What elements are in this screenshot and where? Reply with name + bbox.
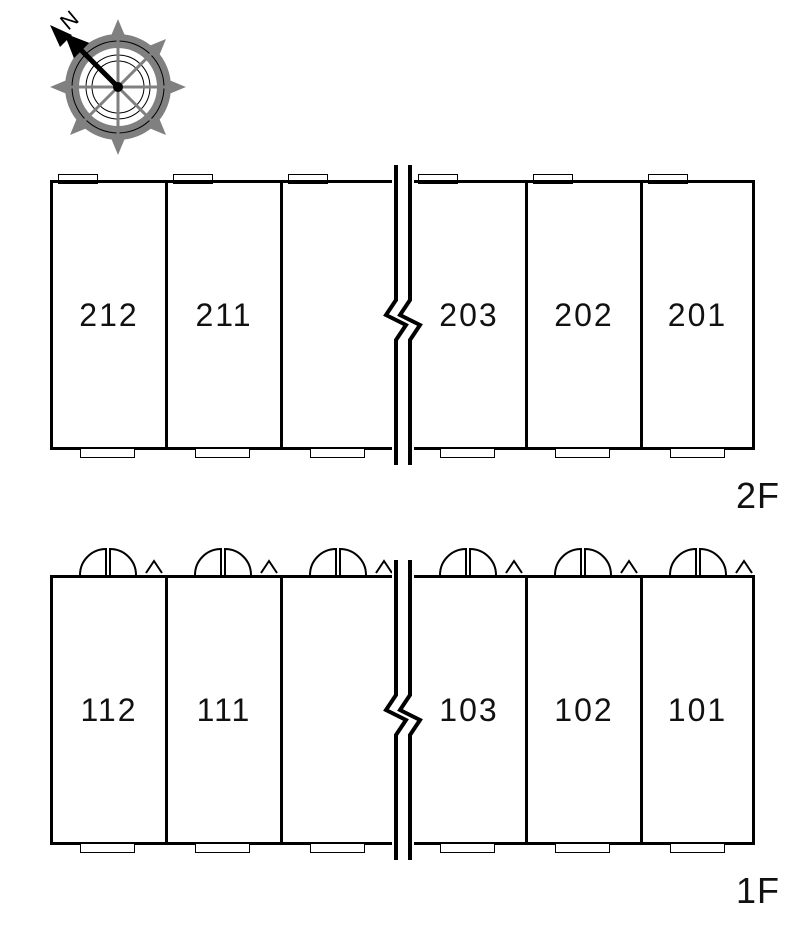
- units-row-1f: 112 111 103 102 101: [50, 575, 750, 845]
- window-tick: [310, 843, 365, 853]
- window-tick: [555, 843, 610, 853]
- unit-211: 211: [165, 180, 283, 450]
- doors-row: [50, 547, 760, 577]
- unit-label: 111: [197, 692, 252, 729]
- compass: N: [30, 5, 190, 160]
- window-tick: [195, 448, 250, 458]
- units-row-2f: 212 211 203 202 201: [50, 180, 750, 450]
- floor-block-1f: 112 111 103 102 101: [50, 575, 750, 845]
- window-tick: [80, 843, 135, 853]
- unit-102: 102: [525, 575, 643, 845]
- window-tick: [555, 448, 610, 458]
- unit-103: 103: [410, 575, 528, 845]
- unit-label: 101: [668, 692, 727, 729]
- unit-label: 112: [80, 692, 137, 729]
- unit-112: 112: [50, 575, 168, 845]
- unit-label: 201: [668, 297, 727, 334]
- unit-label: 102: [554, 692, 613, 729]
- unit-111: 111: [165, 575, 283, 845]
- window-tick: [440, 448, 495, 458]
- unit-label: 203: [439, 297, 498, 334]
- window-tick: [670, 843, 725, 853]
- window-tick: [440, 843, 495, 853]
- floor-block-2f: 212 211 203 202 201: [50, 180, 750, 450]
- compass-svg: N: [30, 5, 190, 155]
- unit-203: 203: [410, 180, 528, 450]
- unit-blank-2f: [280, 180, 398, 450]
- unit-label: 103: [439, 692, 498, 729]
- unit-202: 202: [525, 180, 643, 450]
- floor-label-2f: 2F: [736, 475, 780, 517]
- unit-212: 212: [50, 180, 168, 450]
- window-tick: [80, 448, 135, 458]
- window-tick: [195, 843, 250, 853]
- unit-201: 201: [640, 180, 755, 450]
- floorplan-canvas: { "type": "floor-plan-diagram", "dimensi…: [0, 0, 800, 940]
- window-tick: [310, 448, 365, 458]
- unit-blank-1f: [280, 575, 398, 845]
- unit-label: 202: [554, 297, 613, 334]
- unit-label: 211: [195, 297, 252, 334]
- unit-label: 212: [79, 297, 138, 334]
- window-tick: [670, 448, 725, 458]
- floor-label-1f: 1F: [736, 870, 780, 912]
- unit-101: 101: [640, 575, 755, 845]
